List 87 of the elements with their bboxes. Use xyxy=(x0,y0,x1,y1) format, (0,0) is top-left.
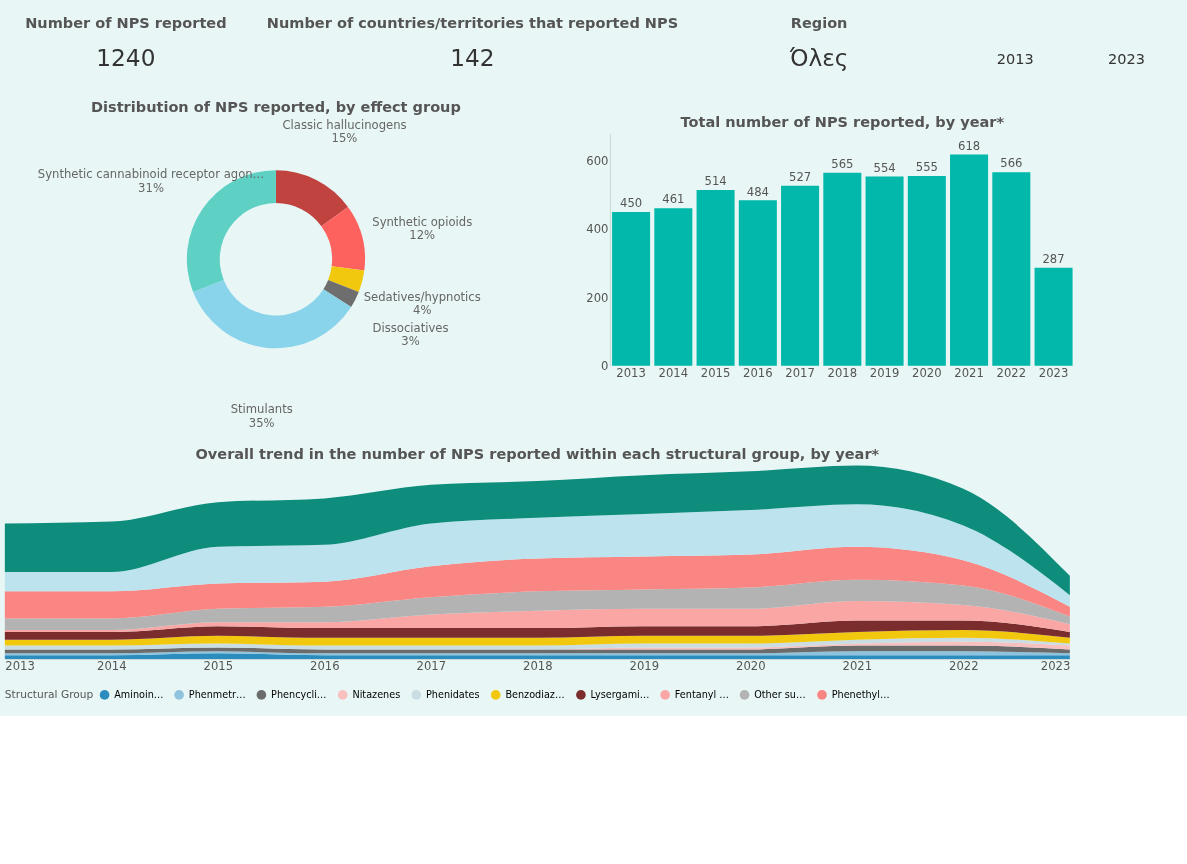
legend-label: Fentanyl … xyxy=(674,688,729,700)
data-label: 35% xyxy=(248,416,275,431)
bar xyxy=(612,211,651,366)
data-label: 461 xyxy=(662,192,685,207)
slice-label: Sedatives/hypnotics xyxy=(363,289,481,304)
chart-title: Overall trend in the number of NPS reported within each structural group, by year* xyxy=(195,445,880,462)
slice-label: Dissociatives xyxy=(372,320,449,335)
x-tick-label: 2022 xyxy=(996,365,1027,380)
data-label: 4% xyxy=(413,303,432,318)
bar xyxy=(738,200,777,366)
legend-label: Other su… xyxy=(754,688,806,700)
text: Region xyxy=(790,14,848,31)
x-tick-label: 2016 xyxy=(743,365,773,380)
x-tick-label: 2020 xyxy=(736,659,766,674)
chart-title: Distribution of NPS reported, by effect group xyxy=(91,99,461,116)
x-tick-label: 2015 xyxy=(700,365,731,380)
legend-label: Phencycli… xyxy=(271,688,327,700)
slice-label: Synthetic opioids xyxy=(372,214,473,229)
data-label: 554 xyxy=(873,160,896,175)
x-tick-label: 2019 xyxy=(629,659,660,674)
x-tick-label: 2018 xyxy=(523,659,553,674)
legend-label: Aminoin… xyxy=(114,688,164,700)
bar xyxy=(992,172,1031,366)
legend-label: Benzodiaz… xyxy=(505,688,565,700)
data-label: 287 xyxy=(1042,251,1065,266)
slice-label: Synthetic cannabinoid receptor agon… xyxy=(37,167,265,182)
legend-title: Structural Group xyxy=(4,687,94,701)
legend-label: Phenidates xyxy=(426,688,480,700)
x-tick-label: 2017 xyxy=(416,659,447,674)
donut-slice xyxy=(193,279,352,349)
x-tick-label: 2019 xyxy=(869,365,900,380)
text: 2013 xyxy=(996,50,1034,67)
x-tick-label: 2023 xyxy=(1038,365,1069,380)
bar xyxy=(907,176,946,366)
data-label: 565 xyxy=(831,156,854,171)
slice-label: Stimulants xyxy=(230,402,293,417)
x-tick-label: 2018 xyxy=(827,365,858,380)
y-tick-label: 200 xyxy=(586,290,609,305)
bar xyxy=(696,190,735,366)
y-tick-label: 600 xyxy=(586,154,609,169)
data-label: 15% xyxy=(331,131,358,146)
x-tick-label: 2022 xyxy=(949,659,979,674)
x-tick-label: 2015 xyxy=(203,659,234,674)
y-tick-label: 400 xyxy=(586,222,609,237)
data-label: 3% xyxy=(401,334,420,349)
chart-title: Total number of NPS reported, by year* xyxy=(680,113,1005,130)
text: 1240 xyxy=(96,43,156,71)
bar xyxy=(823,172,862,366)
legend-label: Lysergami… xyxy=(590,688,650,700)
x-tick-label: 2021 xyxy=(954,365,984,380)
text: 142 xyxy=(450,43,495,71)
bar xyxy=(654,208,693,366)
x-tick-label: 2023 xyxy=(1040,659,1071,674)
bar xyxy=(950,154,989,366)
legend-label: Phenmetr… xyxy=(188,688,246,700)
text: 2023 xyxy=(1108,50,1145,67)
slice-label: Classic hallucinogens xyxy=(282,117,407,132)
data-label: 527 xyxy=(788,169,812,184)
x-tick-label: 2021 xyxy=(842,659,873,674)
data-label: 484 xyxy=(746,184,769,199)
data-label: 618 xyxy=(957,138,981,153)
x-tick-label: 2014 xyxy=(658,365,689,380)
data-label: 450 xyxy=(620,196,643,211)
data-label: 555 xyxy=(915,160,938,175)
bar xyxy=(1034,267,1073,366)
donut-slice xyxy=(323,279,359,307)
x-tick-label: 2014 xyxy=(97,659,127,674)
donut-slice xyxy=(321,206,366,271)
text: Number of NPS reported xyxy=(25,14,227,31)
bar xyxy=(781,185,820,366)
text: Number of countries/territories that reported NPS xyxy=(266,14,679,31)
x-tick-label: 2013 xyxy=(616,365,646,380)
data-label: 514 xyxy=(704,174,727,189)
x-tick-label: 2016 xyxy=(310,659,340,674)
bar xyxy=(865,176,904,366)
data-label: 31% xyxy=(138,180,164,195)
donut-slice xyxy=(275,170,348,227)
text: Όλες xyxy=(788,43,849,71)
data-label: 566 xyxy=(1000,156,1023,171)
data-label: 12% xyxy=(409,228,436,243)
x-tick-label: 2020 xyxy=(912,365,942,380)
x-tick-label: 2013 xyxy=(5,659,35,674)
y-tick-label: 0 xyxy=(601,359,609,374)
donut-slice xyxy=(328,266,365,293)
x-tick-label: 2017 xyxy=(785,365,815,380)
legend-label: Nitazenes xyxy=(352,688,401,700)
legend-label: Phenethyl… xyxy=(831,688,890,700)
